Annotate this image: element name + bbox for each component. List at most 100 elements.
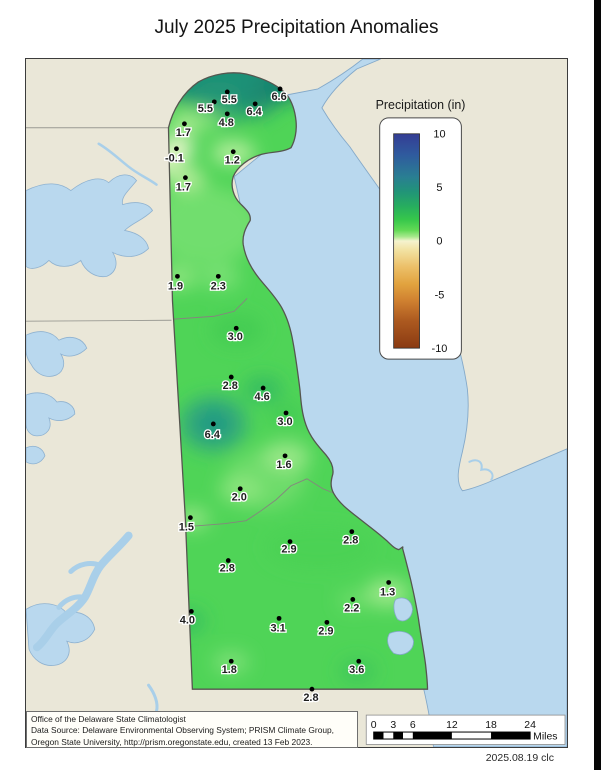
scalebar-segment xyxy=(412,732,452,740)
md-county-line xyxy=(26,319,172,322)
station-value-label: 2.8 xyxy=(223,380,238,392)
station-dot xyxy=(175,273,180,279)
scalebar-box xyxy=(365,714,566,745)
legend: Precipitation (in) 10 5 0 -5 -10 xyxy=(376,98,466,360)
station-dot xyxy=(233,325,239,331)
station-dot xyxy=(356,658,362,664)
station-value-label: -0.1 xyxy=(165,153,184,165)
scalebar-segment xyxy=(373,732,384,740)
station-dot xyxy=(174,146,179,152)
legend-title: Precipitation (in) xyxy=(376,98,466,112)
scalebar-segment xyxy=(383,732,394,740)
station-dot xyxy=(349,529,355,535)
station-dot xyxy=(237,486,243,492)
scalebar-mile-label: 12 xyxy=(446,720,458,731)
scalebar-mile-label: 0 xyxy=(371,720,377,731)
station-value-label: 3.1 xyxy=(270,622,285,634)
scalebar-mile-label: 18 xyxy=(485,720,497,731)
legend-tick-labels: 10 5 0 -5 -10 xyxy=(432,129,448,355)
attribution-line: Oregon State University, http://prism.or… xyxy=(31,736,313,747)
station-value-label: 5.5 xyxy=(198,103,213,115)
legend-tick-label: 10 xyxy=(433,129,445,141)
station-dot xyxy=(211,99,217,105)
station-value-label: 3.6 xyxy=(349,664,364,676)
scalebar-mile-label: 6 xyxy=(410,720,416,731)
chesapeake-tributaries xyxy=(26,174,154,666)
station-dot xyxy=(224,111,230,117)
datestamp: 2025.08.19 clc xyxy=(485,752,554,764)
station-value-label: 2.0 xyxy=(232,492,247,504)
station-value-label: 1.3 xyxy=(380,586,395,598)
legend-tick-label: -10 xyxy=(432,343,448,355)
station-value-label: 2.2 xyxy=(344,602,359,614)
inland-bays xyxy=(387,597,414,655)
station-dot xyxy=(260,385,266,391)
legend-tick-label: -5 xyxy=(435,289,445,301)
station-dot xyxy=(350,597,356,602)
station-dot xyxy=(224,89,230,95)
station-dot xyxy=(282,453,288,459)
station-dot xyxy=(386,580,392,585)
map-title: July 2025 Precipitation Anomalies xyxy=(154,17,439,38)
legend-colorbar xyxy=(393,133,420,349)
station-value-label: 1.7 xyxy=(176,127,191,139)
scalebar-segment xyxy=(491,732,531,740)
scalebar-segment xyxy=(403,732,413,740)
station-dot xyxy=(252,101,258,107)
station-dot xyxy=(324,619,330,625)
station-value-label: 1.2 xyxy=(225,155,240,167)
station-dot xyxy=(228,374,234,380)
scalebar-mile-label: 3 xyxy=(390,720,396,731)
station-value-label: 1.5 xyxy=(179,522,194,534)
station-value-label: 2.8 xyxy=(303,692,318,704)
station-dot xyxy=(277,86,283,92)
station-dot xyxy=(276,615,282,621)
station-value-label: 4.0 xyxy=(180,614,195,626)
station-dot xyxy=(188,609,194,614)
screen-edge-bar xyxy=(594,0,601,770)
map-frame: Precipitation (in) 10 5 0 -5 -10 0 3 6 12 18 24 Mi… xyxy=(25,58,568,748)
legend-tick-label: 5 xyxy=(436,182,442,194)
station-value-label: 1.8 xyxy=(222,664,237,676)
station-value-label: 1.9 xyxy=(168,280,183,292)
station-dot xyxy=(309,686,315,692)
legend-tick-label: 0 xyxy=(436,236,442,248)
station-value-label: 6.4 xyxy=(205,429,221,441)
station-value-label: 3.0 xyxy=(228,331,243,343)
station-dot xyxy=(287,539,293,544)
station-dot xyxy=(182,121,187,127)
station-dot xyxy=(210,421,216,427)
station-value-label: 2.9 xyxy=(281,544,296,556)
station-dot xyxy=(188,515,193,521)
station-value-label: 2.3 xyxy=(211,280,226,292)
station-dot xyxy=(228,658,234,664)
station-value-label: 2.8 xyxy=(343,535,358,547)
station-dot xyxy=(230,149,236,155)
scalebar-unit: Miles xyxy=(533,732,557,743)
scalebar-segment xyxy=(451,732,492,740)
attribution-line: Data Source: Delaware Environmental Obse… xyxy=(31,725,335,736)
station-value-label: 6.6 xyxy=(271,91,286,103)
station-dot xyxy=(225,558,231,563)
station-value-label: 1.7 xyxy=(176,182,191,194)
station-dot xyxy=(183,175,188,181)
station-value-label: 6.4 xyxy=(247,106,263,118)
attribution-box: Office of the Delaware State Climatologi… xyxy=(26,711,358,748)
stream-lines xyxy=(32,142,494,713)
scalebar-segment xyxy=(393,732,404,740)
precipitation-map: Precipitation (in) 10 5 0 -5 -10 0 3 6 12 18 24Mi… xyxy=(26,59,567,747)
station-value-label: 1.6 xyxy=(276,459,291,471)
station-value-label: 4.6 xyxy=(255,391,270,403)
attribution-line: Office of the Delaware State Climatologi… xyxy=(31,714,186,724)
station-value-label: 3.0 xyxy=(277,416,292,428)
station-dot xyxy=(283,410,289,416)
station-value-label: 2.8 xyxy=(220,563,235,575)
legend-box xyxy=(379,117,462,360)
station-value-label: 4.8 xyxy=(219,117,234,129)
stations: 5.5 5.5 6.6 6.4 4.8 1.7 -0.1 1.2 1.7 1.9 2.3 3.0 2.8… xyxy=(164,86,397,705)
station-value-label: 2.9 xyxy=(318,625,333,637)
scalebar-border xyxy=(373,731,531,740)
scalebar-mile-label: 24 xyxy=(524,720,536,731)
